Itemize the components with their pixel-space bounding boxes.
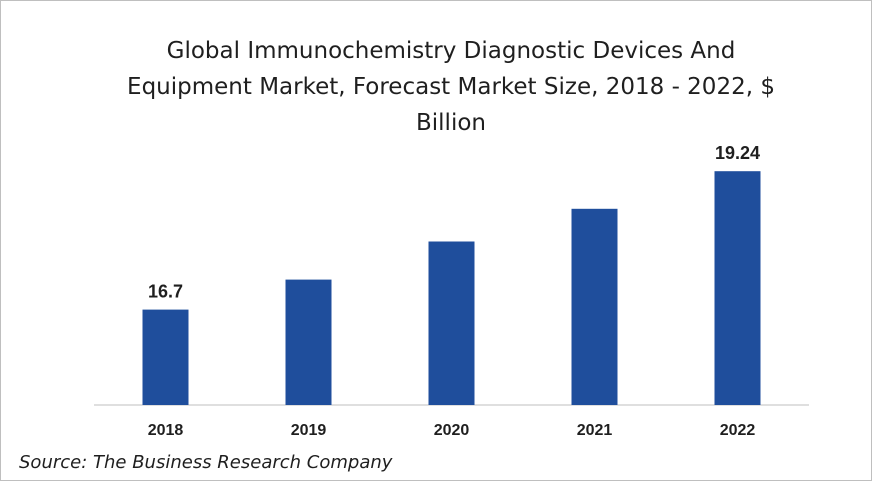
- chart-title-line-2: Equipment Market, Forecast Market Size, …: [127, 74, 775, 100]
- x-tick-label-2018: 2018: [148, 422, 184, 439]
- bar-2020: [428, 241, 475, 405]
- bar-2021: [571, 208, 618, 405]
- chart-title-line-3: Billion: [416, 110, 486, 136]
- x-tick-label-2020: 2020: [434, 422, 470, 439]
- bar-2018: [142, 309, 189, 405]
- bar-2019: [285, 279, 332, 405]
- x-tick-label-2021: 2021: [577, 422, 613, 439]
- x-tick-label-2022: 2022: [720, 422, 756, 439]
- bar-2022: [714, 171, 761, 405]
- data-label-2022: 19.24: [715, 143, 760, 163]
- chart-title-line-1: Global Immunochemistry Diagnostic Device…: [166, 38, 736, 64]
- x-tick-label-2019: 2019: [291, 422, 327, 439]
- source-note: Source: The Business Research Company: [19, 452, 393, 473]
- chart-title: Global Immunochemistry Diagnostic Device…: [61, 33, 841, 141]
- data-label-2018: 16.7: [148, 282, 183, 302]
